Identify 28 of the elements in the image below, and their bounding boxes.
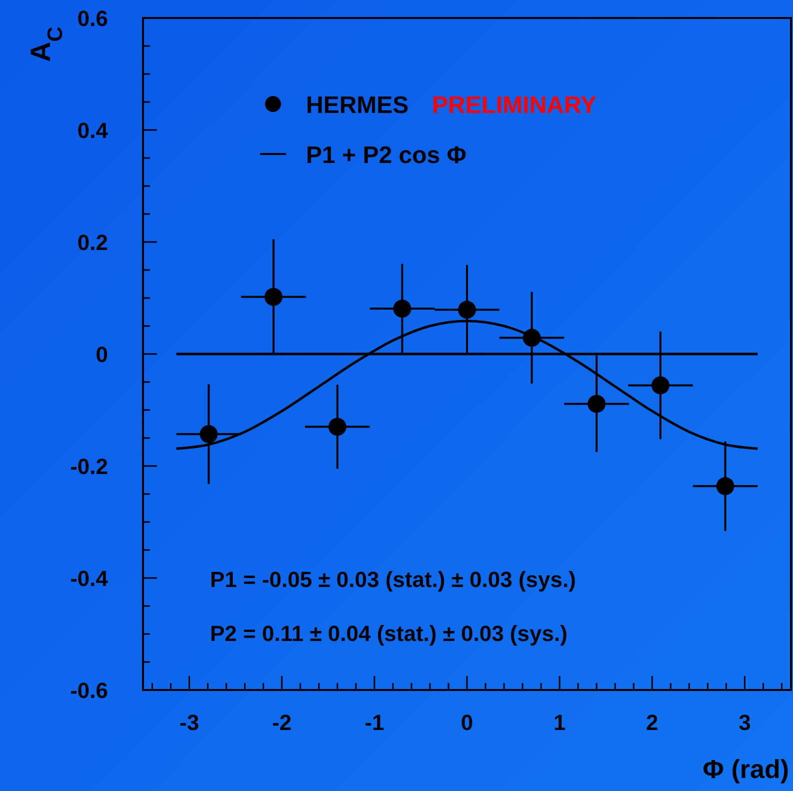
y-tick-label: -0.6 <box>70 678 108 703</box>
x-tick-label: 2 <box>646 710 658 735</box>
annotation: P2 = 0.11 ± 0.04 (stat.) ± 0.03 (sys.) <box>210 621 568 646</box>
y-tick-label: -0.2 <box>70 454 108 479</box>
y-tick-label: -0.4 <box>70 566 109 591</box>
x-tick-label: 0 <box>460 710 474 735</box>
point <box>328 418 346 436</box>
x-axis-title: Φ (rad) <box>702 754 789 784</box>
x-tick-label: -3 <box>180 710 200 735</box>
y-tick-label: 0.2 <box>77 230 108 255</box>
annotation: P1 = -0.05 ± 0.03 (stat.) ± 0.03 (sys.) <box>210 567 576 592</box>
point <box>393 300 412 318</box>
point <box>200 425 218 444</box>
y-tick-label: 0.6 <box>77 6 108 31</box>
y-tick-label: 0 <box>96 342 108 367</box>
x-tick-label: 3 <box>738 710 751 735</box>
point <box>651 376 670 394</box>
point <box>264 288 283 306</box>
point <box>716 477 734 496</box>
x-tick-label: -2 <box>272 710 292 735</box>
x-tick-label: -1 <box>364 710 384 735</box>
annotation: PRELIMINARY <box>432 92 596 119</box>
legend-label: P1 + P2 cos Φ <box>306 142 466 169</box>
legend-label: HERMES <box>306 92 409 119</box>
x-tick-label: 1 <box>553 710 566 735</box>
point <box>588 394 606 413</box>
y-tick-label: 0.4 <box>77 118 109 143</box>
point <box>458 300 476 319</box>
